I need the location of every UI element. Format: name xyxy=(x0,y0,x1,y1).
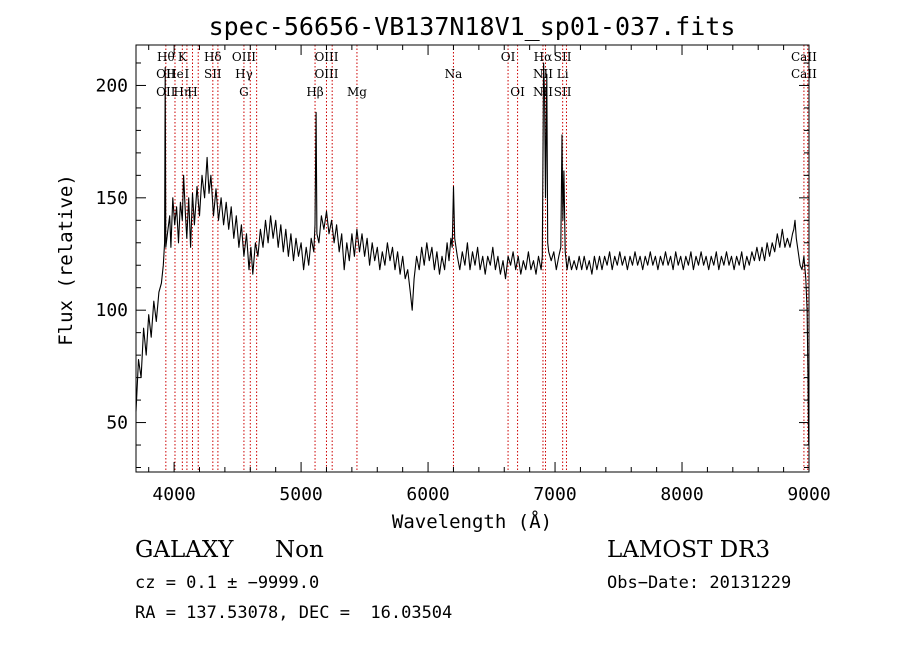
ra-dec-coordinates: RA = 137.53078, DEC = 16.03504 xyxy=(135,603,453,623)
x-tick-label-2: 6000 xyxy=(406,484,449,505)
x-axis-label: Wavelength (Å) xyxy=(392,510,552,533)
line-label-18-top: Hα xyxy=(534,50,553,64)
line-label-17-low: OI xyxy=(510,85,525,99)
observation-date: Obs−Date: 20131229 xyxy=(607,573,792,593)
plot-frame xyxy=(135,44,810,473)
object-subclass: Non xyxy=(275,537,324,563)
object-class: GALAXY xyxy=(135,537,234,563)
line-label-8-top: OIII xyxy=(232,50,256,64)
line-label-0-top: Hθ xyxy=(157,50,175,64)
x-tick-label-0: 4000 xyxy=(152,484,195,505)
line-label-15-mid: Na xyxy=(445,67,463,81)
line-label-20-top: SII xyxy=(554,50,572,64)
y-tick-label-0: 50 xyxy=(106,413,128,434)
y-tick-label-1: 100 xyxy=(95,300,128,321)
line-label-20-low: SII xyxy=(554,85,572,99)
line-label-14-low: Mg xyxy=(347,85,367,99)
line-label-20-mid: Li xyxy=(557,67,569,81)
line-label-3-mid: I xyxy=(185,67,190,81)
survey-name: LAMOST DR3 xyxy=(607,537,771,563)
axis-ticks: 4000 5000 6000 7000 8000 9000 50 100 150 200 xyxy=(95,45,831,505)
spectrum-line-0 xyxy=(135,62,810,446)
line-label-22-mid: CaII xyxy=(791,67,817,81)
line-label-0-mid: OII xyxy=(156,67,176,81)
y-axis-label: Flux (relative) xyxy=(55,174,77,346)
line-label-16-top: OI xyxy=(501,50,516,64)
line-label-8-mid: Hγ xyxy=(235,67,253,81)
redshift-cz: cz = 0.1 ± −9999.0 xyxy=(135,573,320,593)
x-tick-label-3: 7000 xyxy=(533,484,576,505)
line-label-18-mid: NII xyxy=(533,67,553,81)
x-tick-label-5: 9000 xyxy=(787,484,830,505)
line-label-12-top: OIII xyxy=(314,50,338,64)
x-tick-label-4: 8000 xyxy=(660,484,703,505)
line-label-22-top: CaII xyxy=(791,50,817,64)
spectrum-series xyxy=(135,62,810,446)
line-label-18-low: NII xyxy=(533,85,553,99)
line-label-6-mid: SII xyxy=(204,67,222,81)
line-label-6-top: Hδ xyxy=(204,50,222,64)
x-tick-label-1: 5000 xyxy=(279,484,322,505)
line-label-4-low: H xyxy=(187,85,197,99)
line-label-0-low: OII xyxy=(156,85,176,99)
line-label-2-low: Hη xyxy=(174,85,192,99)
y-tick-label-3: 200 xyxy=(95,75,128,96)
y-tick-label-2: 150 xyxy=(95,188,128,209)
line-label-11-low: Hβ xyxy=(306,85,323,99)
line-label-12-mid: OIII xyxy=(314,67,338,81)
chart-title: spec-56656-VB137N18V1_sp01-037.fits xyxy=(209,12,736,41)
line-label-2-top: K xyxy=(178,50,188,64)
line-label-1-mid: He xyxy=(166,67,184,81)
line-label-8-low: G xyxy=(239,85,249,99)
emission-line-markers xyxy=(165,45,809,472)
